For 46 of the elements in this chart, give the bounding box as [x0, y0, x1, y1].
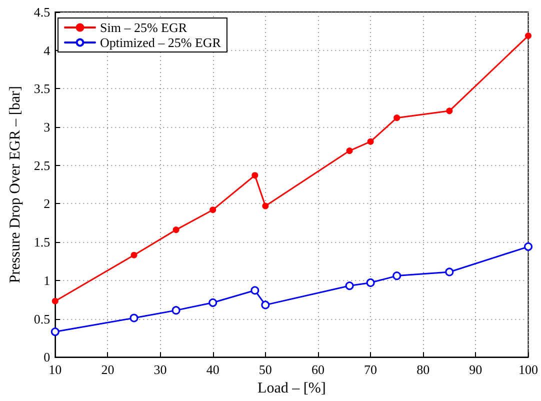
y-tick-label: 1 [44, 272, 50, 288]
point [367, 138, 374, 145]
y-tick-label: 2.5 [34, 158, 50, 173]
y-tick-label: 4 [44, 42, 51, 58]
point [252, 172, 258, 179]
point [130, 252, 138, 258]
point [172, 226, 180, 234]
point [262, 202, 269, 210]
point [130, 314, 138, 322]
x-axis-title: Load – [%] [258, 380, 326, 396]
point [208, 298, 218, 307]
point [250, 286, 260, 295]
y-tick-label: 0 [44, 350, 50, 365]
x-tick-label: 90 [469, 362, 482, 378]
y-axis-title: Pressure Drop Over EGR – [bar] [8, 86, 24, 284]
x-tick-label: 60 [311, 362, 324, 378]
y-tick-label: 2 [44, 196, 50, 212]
point [345, 282, 354, 290]
point [172, 306, 180, 315]
x-tick-label: 20 [101, 362, 114, 378]
x-tick-label: 30 [154, 362, 167, 378]
x-tick-label: 40 [206, 362, 220, 378]
point [52, 298, 58, 304]
legend-label: Sim – 25% EGR [100, 20, 188, 35]
legend-label: Optimized – 25% EGR [100, 35, 222, 50]
y-tick-label: 1.5 [34, 234, 50, 250]
x-tick-label: 10 [48, 362, 62, 378]
point [210, 206, 216, 214]
x-tick-label: 50 [258, 362, 272, 378]
x-tick-label: 100 [518, 362, 538, 378]
y-tick-label: 3.5 [34, 81, 50, 96]
point [524, 242, 532, 251]
point [446, 108, 453, 114]
x-tick-label: 80 [416, 362, 430, 378]
point [525, 32, 532, 40]
point [445, 268, 454, 276]
point [50, 328, 60, 336]
point [392, 272, 402, 280]
point [394, 114, 400, 122]
point [366, 278, 375, 287]
point [261, 300, 270, 310]
y-tick-label: 3 [44, 120, 50, 135]
x-tick-label: 70 [364, 362, 378, 378]
y-tick-label: 0.5 [34, 311, 50, 326]
point [346, 148, 353, 154]
y-tick-label: 4.5 [34, 4, 50, 20]
